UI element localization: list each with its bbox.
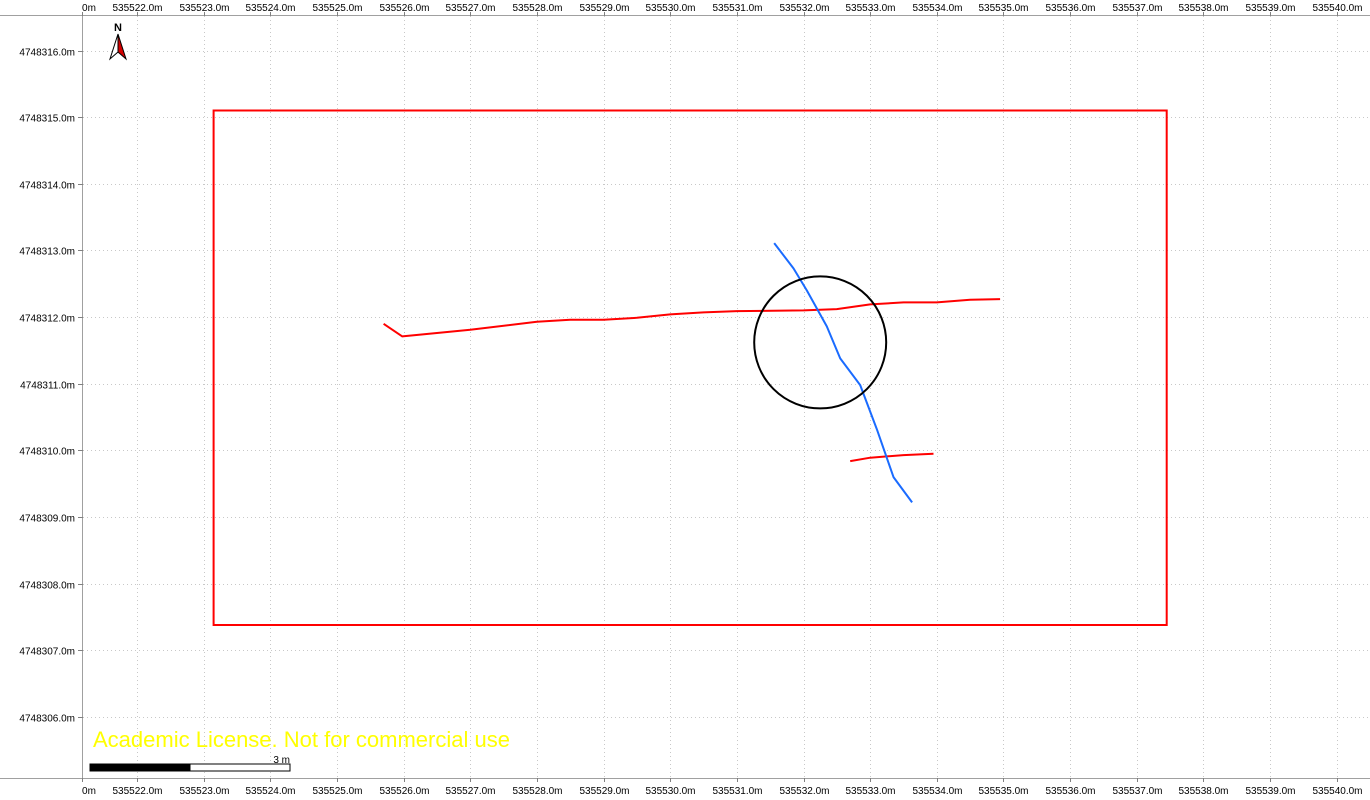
y-tick-label: 4748311.0m [20,381,75,392]
grid-lines [0,12,1370,782]
x-tick-label-top: 535535.0m [978,3,1028,14]
y-tick-label: 4748313.0m [19,247,75,258]
y-tick-label: 4748315.0m [19,114,75,125]
x-tick-label-bottom: 535536.0m [1045,786,1095,797]
y-tick-label: 4748314.0m [19,181,75,192]
blue-polyline[interactable] [773,242,913,503]
x-tick-label-bottom: 535531.0m [712,786,762,797]
x-tick-label-bottom: 535535.0m [978,786,1028,797]
feature-layer[interactable] [212,109,1168,626]
north-arrow-icon [108,33,119,61]
north-arrow-label: N [114,22,122,34]
x-tick-label-top: 535527.0m [445,3,495,14]
y-tick-label: 4748306.0m [19,714,75,725]
x-tick-label-top: 535523.0m [179,3,229,14]
x-tick-label-top: 535522.0m [112,3,162,14]
x-tick-label-top: 0m [82,3,96,14]
x-tick-label-top: 535540.0m [1312,3,1362,14]
y-tick-label: 4748310.0m [19,447,75,458]
x-tick-label-bottom: 535523.0m [179,786,229,797]
x-tick-label-top: 535524.0m [245,3,295,14]
x-tick-label-bottom: 535528.0m [512,786,562,797]
y-axis-labels: 4748316.0m 4748315.0m 4748314.0m 4748313.0m… [19,48,75,725]
north-arrow: N [108,22,128,61]
x-tick-label-top: 535536.0m [1045,3,1095,14]
y-tick-label: 4748309.0m [19,514,75,525]
circle-feature[interactable] [753,275,888,410]
x-tick-label-top: 535528.0m [512,3,562,14]
x-axis-bottom-labels: 0m 535522.0m 535523.0m 535524.0m 535525.0m 53… [82,786,1362,797]
x-tick-label-top: 535538.0m [1178,3,1228,14]
x-tick-label-top: 535539.0m [1245,3,1295,14]
x-tick-label-bottom: 535522.0m [112,786,162,797]
x-tick-label-bottom: 535524.0m [245,786,295,797]
boundary-rectangle[interactable] [212,109,1168,626]
red-polyline-short[interactable] [850,452,934,463]
y-tick-label: 4748307.0m [19,647,75,658]
x-tick-label-bottom: 535538.0m [1178,786,1228,797]
x-tick-label-top: 535525.0m [312,3,362,14]
red-polyline-main[interactable] [383,298,1001,338]
y-tick-label: 4748316.0m [19,48,75,59]
x-tick-label-bottom: 535527.0m [445,786,495,797]
x-tick-label-bottom: 535532.0m [779,786,829,797]
license-watermark: Academic License. Not for commercial use [93,727,510,752]
x-tick-label-top: 535537.0m [1112,3,1162,14]
x-tick-label-top: 535534.0m [912,3,962,14]
x-tick-label-bottom: 535540.0m [1312,786,1362,797]
x-tick-label-bottom: 0m [82,786,96,797]
x-tick-label-top: 535530.0m [645,3,695,14]
x-tick-label-top: 535529.0m [579,3,629,14]
x-tick-label-top: 535531.0m [712,3,762,14]
scale-bar: 3 m [89,755,291,772]
x-tick-label-top: 535533.0m [845,3,895,14]
x-tick-label-bottom: 535539.0m [1245,786,1295,797]
x-tick-label-bottom: 535537.0m [1112,786,1162,797]
x-axis-top-labels: 0m 535522.0m 535523.0m 535524.0m 535525.0m 53… [82,3,1362,14]
x-tick-label-top: 535526.0m [379,3,429,14]
x-tick-label-bottom: 535525.0m [312,786,362,797]
y-tick-label: 4748312.0m [19,314,75,325]
x-tick-label-top: 535532.0m [779,3,829,14]
x-tick-label-bottom: 535530.0m [645,786,695,797]
x-tick-label-bottom: 535529.0m [579,786,629,797]
x-tick-label-bottom: 535526.0m [379,786,429,797]
y-tick-label: 4748308.0m [19,581,75,592]
x-tick-label-bottom: 535534.0m [912,786,962,797]
x-tick-label-bottom: 535533.0m [845,786,895,797]
scale-bar-label: 3 m [273,755,290,766]
